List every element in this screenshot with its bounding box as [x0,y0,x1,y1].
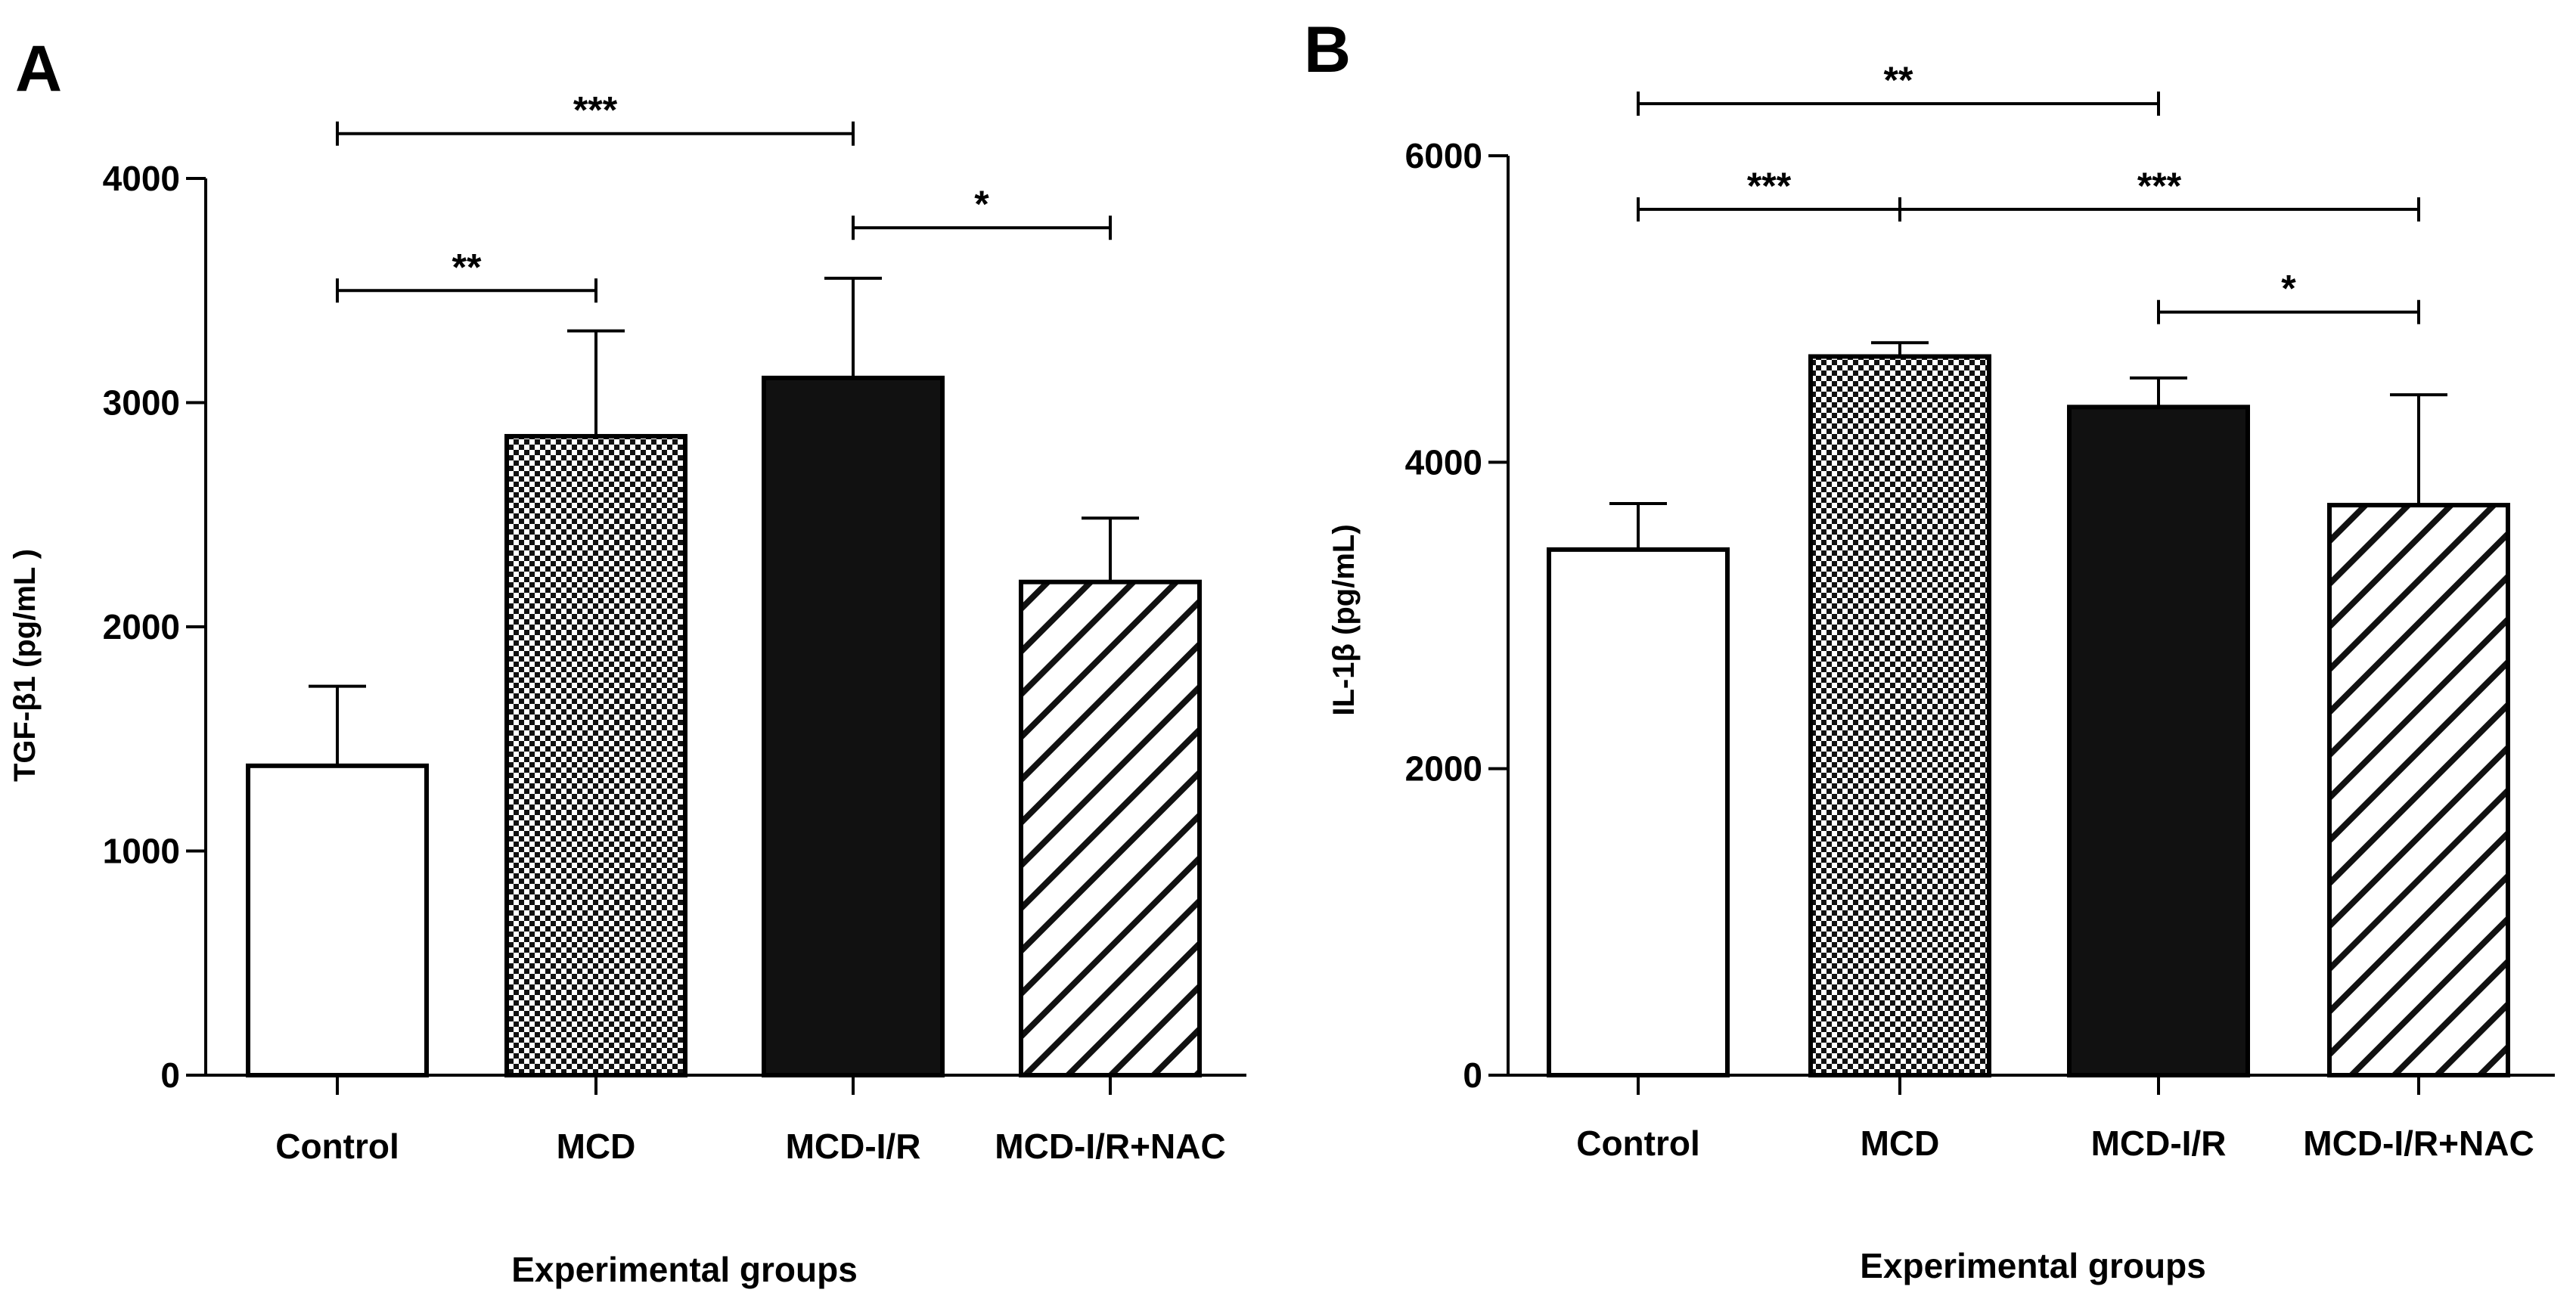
panel-a-x-tick-label: Control [275,1127,399,1166]
panel-b-significance-label: *** [1747,165,1792,207]
panel-b-y-tick-label: 0 [1463,1056,1482,1095]
panel-a-y-tick-label: 2000 [103,607,180,646]
panel-a-bar-4 [1019,579,1202,1077]
panel-b-significance-label: * [2281,268,2296,310]
panel-b-letter: B [1304,14,1351,86]
panel-b-x-tick-label: MCD-I/R+NAC [2303,1124,2534,1163]
panel-b-significance-label: *** [2137,165,2182,207]
panel-b-y-axis-title: IL-1β (pg/mL) [1327,524,1361,715]
panel-b-chart: B IL-1β (pg/mL) Experimental groups 0 200… [1304,14,2555,1285]
panel-b-bar-3 [2067,405,2250,1077]
panel-a-significance-label: *** [573,89,618,132]
panel-b-x-tick-label: Control [1576,1124,1700,1163]
panel-b-x-tick-label: MCD-I/R [2091,1124,2227,1163]
panel-b-x-tick-label: MCD [1861,1124,1940,1163]
panel-a-y-axis-title: TGF-β1 (pg/mL ) [8,549,42,782]
panel-a-y-tick-label: 4000 [103,159,180,198]
panel-a-bar-2 [504,433,687,1077]
panel-b-bar-2 [1808,354,1991,1077]
panel-a-chart: A TGF-β1 (pg/mL ) Experimental groups 0 1… [8,33,1246,1289]
panel-b-x-axis-title: Experimental groups [1860,1246,2206,1285]
panel-a-bar-3 [762,375,945,1077]
panel-b-y-tick-label: 2000 [1405,749,1482,789]
panel-b-bar-1 [1547,547,1730,1077]
panel-b-y-tick-label: 6000 [1405,136,1482,175]
panel-a-significance-label: * [974,183,989,225]
panel-a-letter: A [15,33,62,105]
panel-a-x-tick-label: MCD [557,1127,636,1166]
panel-a-x-tick-label: MCD-I/R+NAC [995,1127,1225,1166]
panel-a-significance-label: ** [452,246,482,288]
panel-b-y-tick-label: 4000 [1405,442,1482,482]
panel-a-y-tick-label: 3000 [103,383,180,423]
panel-b-significance-label: ** [1884,59,1913,101]
panel-a-y-tick-label: 1000 [103,832,180,871]
panel-a-bar-1 [246,763,429,1078]
panel-b-bar-4 [2327,503,2510,1077]
panel-a-y-tick-label: 0 [160,1056,180,1095]
panel-a-x-axis-title: Experimental groups [511,1250,858,1289]
panel-a-x-tick-label: MCD-I/R [786,1127,921,1166]
